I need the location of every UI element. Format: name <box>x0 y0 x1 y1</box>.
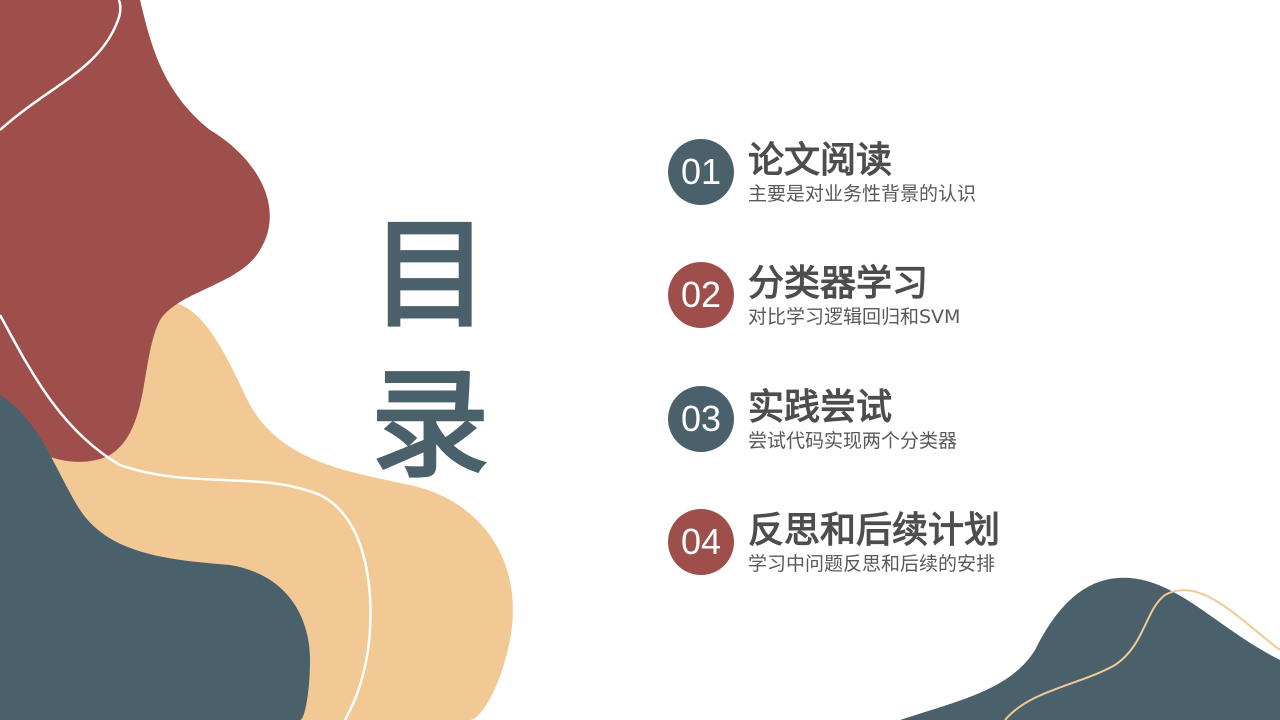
toc-number-badge-4[interactable]: 04 <box>668 509 734 575</box>
toc-subtitle-4: 学习中问题反思和后续的安排 <box>748 553 996 575</box>
slate-corner-blob-shape <box>900 577 1280 720</box>
toc-title-2[interactable]: 分类器学习 <box>748 263 929 304</box>
swirl-line-shape <box>0 0 372 720</box>
toc-number-badge-1[interactable]: 01 <box>668 139 734 205</box>
toc-subtitle-3: 尝试代码实现两个分类器 <box>748 430 958 452</box>
page-title-char-1: 目 <box>370 206 489 344</box>
page-title: 目 录 <box>360 200 500 500</box>
toc-subtitle-1: 主要是对业务性背景的认识 <box>748 183 977 205</box>
toc-title-1[interactable]: 论文阅读 <box>748 140 893 181</box>
toc-item-3[interactable]: 03 实践尝试 尝试代码实现两个分类器 <box>668 386 1228 452</box>
slate-blob-shape <box>0 395 310 720</box>
page-title-char-2: 录 <box>370 356 489 494</box>
toc-item-2[interactable]: 02 分类器学习 对比学习逻辑回归和SVM <box>668 262 1228 328</box>
toc-title-3[interactable]: 实践尝试 <box>748 387 893 428</box>
toc-subtitle-2: 对比学习逻辑回归和SVM <box>748 306 961 328</box>
toc-item-4[interactable]: 04 反思和后续计划 学习中问题反思和后续的安排 <box>668 509 1228 575</box>
toc-title-4[interactable]: 反思和后续计划 <box>748 510 1001 551</box>
peach-swirl-line-shape <box>1004 589 1280 720</box>
red-blob-shape <box>0 0 270 462</box>
toc-item-1[interactable]: 01 论文阅读 主要是对业务性背景的认识 <box>668 139 1228 205</box>
toc-number-badge-2[interactable]: 02 <box>668 262 734 328</box>
toc-number-badge-3[interactable]: 03 <box>668 386 734 452</box>
